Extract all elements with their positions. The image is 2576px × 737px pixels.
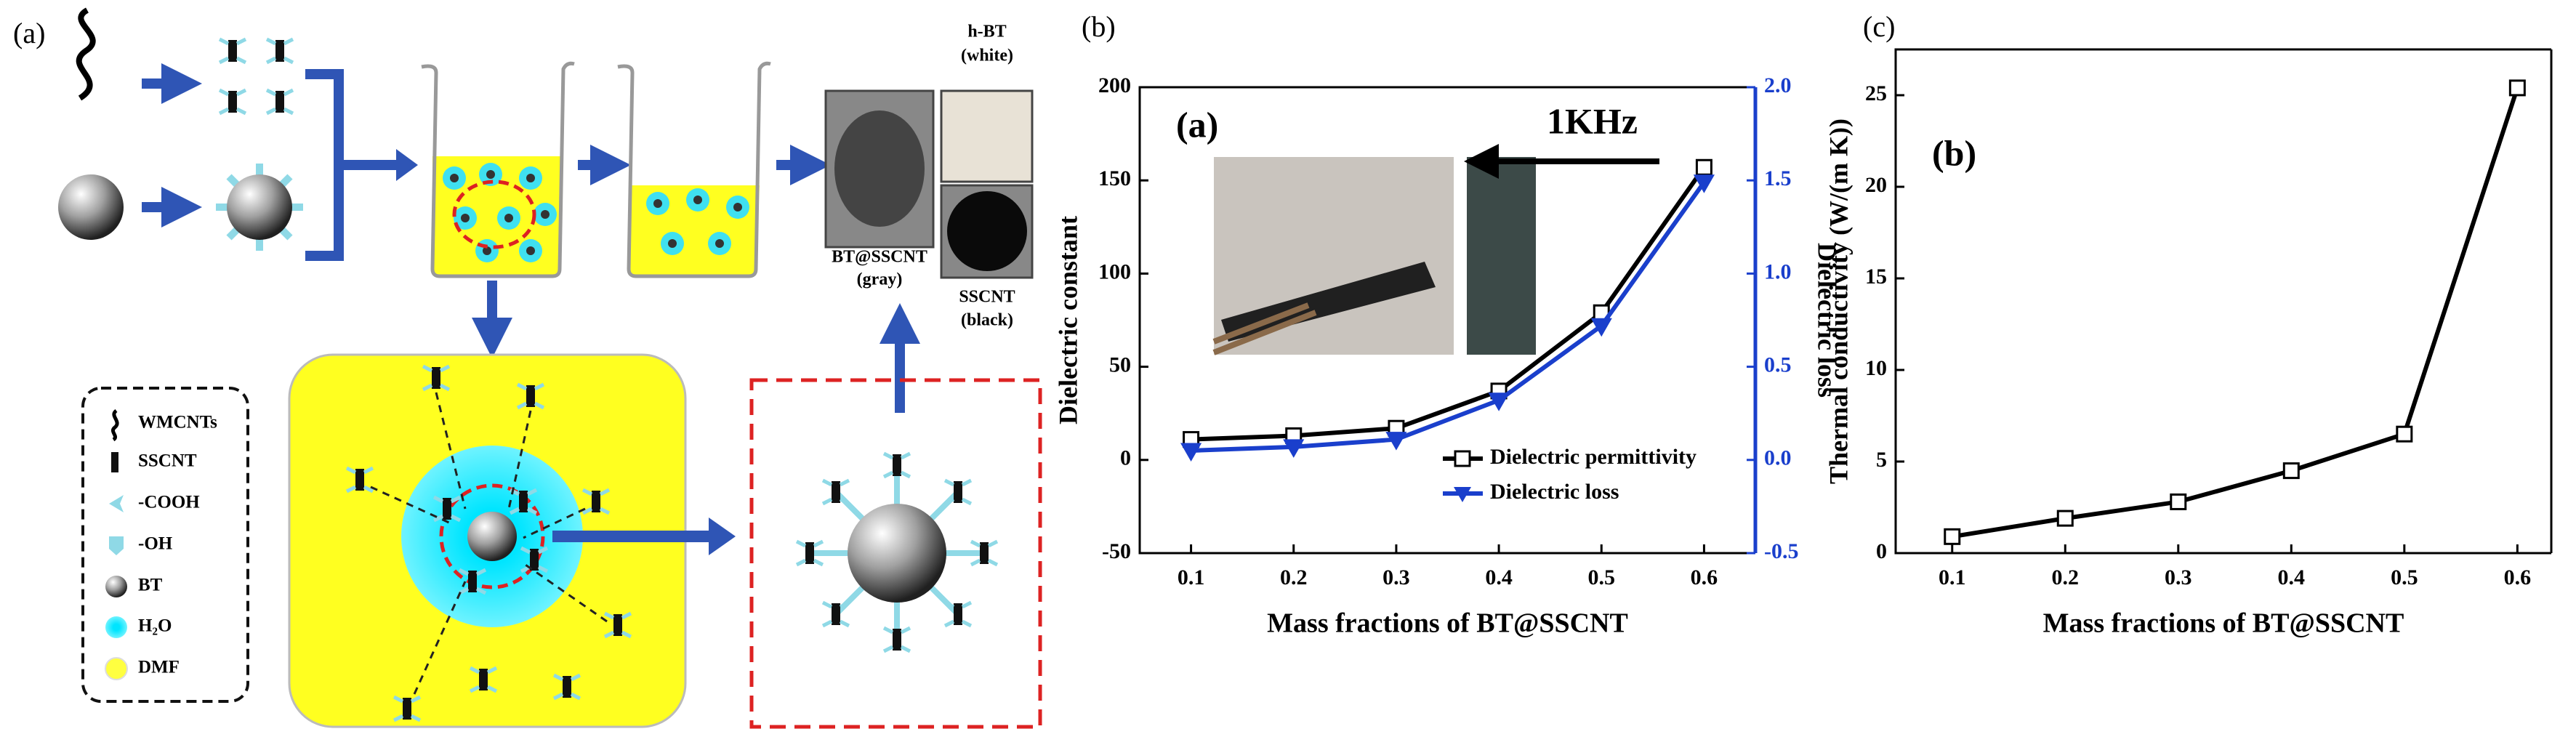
y-tick-label: 150 [1098, 166, 1131, 190]
y-axis-title: Thermal conductivity (W/(m K)) [1824, 118, 1853, 484]
x-tick-label: 0.1 [1939, 565, 1966, 589]
photo-label: SSCNT [959, 288, 1015, 307]
y-axis-title: Dielectric constant [1053, 216, 1082, 424]
y2-tick-label: 1.5 [1764, 166, 1792, 190]
x-tick-label: 0.4 [2278, 565, 2306, 589]
y-tick-label: 5 [1876, 448, 1887, 472]
photo-white [940, 89, 1034, 183]
panel-label: (a) [13, 17, 45, 49]
marker [2396, 425, 2413, 443]
marker [1590, 318, 1612, 337]
legend-label: BT [138, 576, 163, 595]
photo-label: h-BT [967, 23, 1006, 41]
y-tick-label: -50 [1102, 539, 1131, 563]
annotation: 1KHz [1547, 100, 1638, 141]
y2-tick-label: -0.5 [1764, 539, 1799, 563]
powder [947, 191, 1027, 271]
series-line [1952, 86, 2520, 539]
marker [1283, 439, 1305, 458]
inset-photo [1212, 157, 1536, 355]
marker [1944, 528, 1961, 545]
x-axis-title: Mass fractions of BT@SSCNT [2043, 608, 2404, 639]
photo-label: (black) [961, 311, 1013, 330]
panel-text: (a) [1176, 104, 1218, 145]
legend-label: -COOH [138, 493, 200, 512]
y-tick-label: 0 [1120, 446, 1131, 470]
y-tick-label: 25 [1865, 81, 1887, 105]
x-tick-label: 0.3 [2165, 565, 2192, 589]
legend-label: Dielectric permittivity [1490, 445, 1696, 469]
legend-label: DMF [138, 658, 180, 677]
x-tick-label: 0.5 [2391, 565, 2418, 589]
marker [1488, 392, 1510, 411]
axis-frame [1138, 86, 1755, 555]
schematic: h-BT (white) BT@SSCNT (gray) SSCNT (blac… [58, 7, 1042, 729]
panel-label: (c) [1863, 10, 1895, 43]
legend: WMCNTs SSCNT -COOH -OH BT H₂O DMF [105, 408, 217, 680]
photo-label: (white) [961, 47, 1013, 65]
y-tick-label: 0 [1876, 539, 1887, 563]
photo-label: (gray) [857, 270, 903, 289]
x-tick-label: 0.3 [1382, 565, 1410, 589]
x-tick-label: 0.1 [1178, 565, 1205, 589]
x-tick-label: 0.2 [2052, 565, 2080, 589]
y2-tick-label: 0.0 [1764, 446, 1792, 470]
bt-cooh [216, 164, 303, 251]
y2-tick-label: 0.5 [1764, 353, 1792, 376]
legend-label: SSCNT [138, 451, 197, 471]
y-tick-label: 50 [1109, 353, 1131, 376]
y2-tick-label: 1.0 [1764, 259, 1792, 283]
y-tick-label: 200 [1098, 73, 1131, 97]
x-tick-label: 0.6 [1691, 565, 1718, 589]
series-line [1191, 181, 1706, 453]
axis-frame [1894, 48, 2551, 555]
dashed-ring [439, 483, 545, 589]
y-tick-label: 100 [1098, 259, 1131, 283]
bt-sphere [58, 174, 124, 240]
marker [2282, 462, 2300, 480]
y-tick-label: 15 [1865, 265, 1887, 289]
legend-label: H₂O [138, 616, 172, 636]
zoom-box [749, 378, 1042, 729]
y2-tick-label: 2.0 [1764, 73, 1792, 97]
marker [2056, 510, 2074, 527]
bracket [305, 69, 407, 261]
powder [834, 110, 925, 227]
beaker [421, 61, 575, 278]
photo-label: BT@SSCNT [832, 248, 927, 267]
x-tick-label: 0.6 [2504, 565, 2532, 589]
x-axis-title: Mass fractions of BT@SSCNT [1267, 608, 1628, 639]
panel-label: (b) [1082, 10, 1116, 43]
marker [1693, 174, 1715, 193]
beaker [617, 61, 771, 278]
modified-bt [797, 454, 997, 651]
arrow [709, 517, 736, 555]
sscnt-cluster [220, 39, 293, 113]
y-tick-label: 20 [1865, 173, 1887, 197]
x-tick-label: 0.5 [1588, 565, 1616, 589]
legend-label: Dielectric loss [1490, 480, 1619, 504]
marker [2170, 493, 2187, 510]
x-tick-label: 0.2 [1280, 565, 1308, 589]
y-tick-label: 10 [1865, 356, 1887, 380]
panel-text: (b) [1932, 132, 1976, 173]
arrow [396, 149, 418, 181]
marker [1180, 443, 1202, 462]
x-tick-label: 0.4 [1485, 565, 1513, 589]
series-line [1191, 166, 1706, 442]
legend-marker [1454, 487, 1471, 502]
bt-core [467, 512, 517, 561]
legend-label: -OH [138, 534, 173, 554]
legend-marker [1454, 450, 1471, 467]
marker [1695, 158, 1712, 176]
legend-box [81, 387, 249, 703]
marker [1385, 432, 1407, 451]
dashed-paths [370, 392, 608, 695]
wmcnt [76, 7, 96, 101]
marker [2508, 79, 2526, 97]
legend-label: WMCNTs [138, 413, 217, 432]
y2-axis-title: Dielectric loss [1813, 243, 1842, 398]
